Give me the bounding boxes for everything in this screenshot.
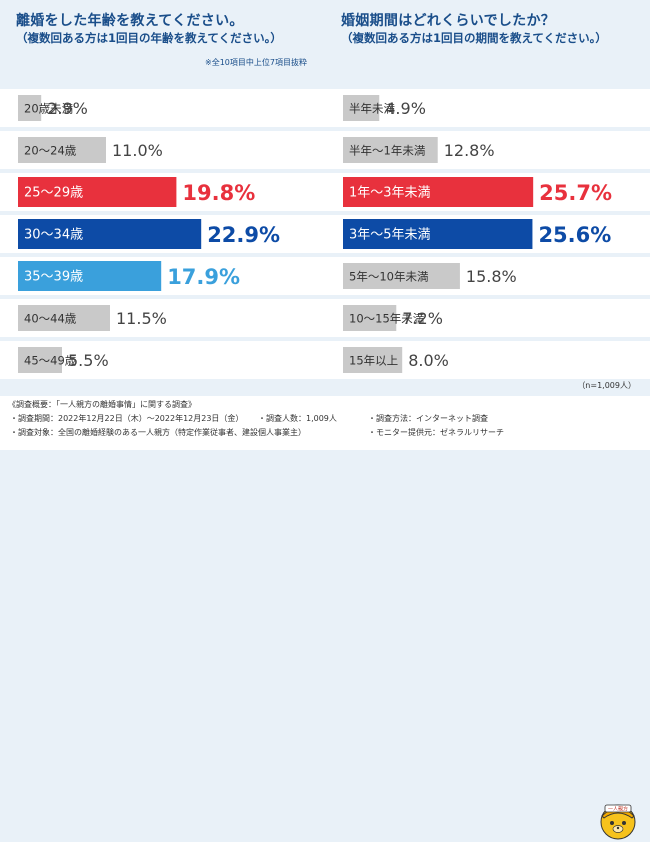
survey-target: ・調査対象：全国の離婚経験のある一人親方（特定作業従事者、建設個人事業主） bbox=[10, 428, 306, 437]
category-label: 半年〜1年未満 bbox=[349, 144, 425, 158]
right-chart-subtitle: （複数回ある方は1回目の期間を教えてください。） bbox=[341, 31, 607, 45]
bar-1 bbox=[343, 137, 438, 163]
value-label: 5.5% bbox=[68, 351, 109, 370]
bar-5 bbox=[343, 305, 397, 331]
bar-2 bbox=[18, 177, 177, 207]
category-label: 20歳未満 bbox=[24, 102, 73, 116]
right-chart-panel: 半年未満 4.9% 半年〜1年未満 12.8% 1年〜3年未満 25.7% 3年〜5年未満 2… bbox=[325, 0, 650, 396]
category-label: 5年〜10年未満 bbox=[349, 270, 428, 284]
category-label: 25〜29歳 bbox=[24, 186, 83, 201]
category-label: 20〜24歳 bbox=[24, 144, 77, 158]
value-label: 12.8% bbox=[444, 141, 495, 160]
value-label: 25.7% bbox=[539, 181, 612, 205]
survey-period: ・調査期間：2022年12月22日（木）〜2022年12月23日（金） bbox=[10, 414, 244, 423]
value-label: 17.9% bbox=[167, 265, 240, 289]
value-label: 22.9% bbox=[207, 223, 280, 247]
bar-0 bbox=[343, 95, 380, 121]
category-label: 15年以上 bbox=[349, 354, 398, 368]
bar-4 bbox=[343, 263, 460, 289]
category-label: 30〜34歳 bbox=[24, 228, 83, 243]
value-label: 8.0% bbox=[408, 351, 449, 370]
category-label: 3年〜5年未満 bbox=[349, 228, 431, 243]
mascot-logo: 一人親方 bbox=[600, 804, 636, 840]
value-label: 15.8% bbox=[466, 267, 517, 286]
value-label: 2.9% bbox=[47, 99, 88, 118]
category-label: 35〜39歳 bbox=[24, 270, 83, 285]
left-chart-note: ※全10項目中上位7項目抜粋 bbox=[205, 58, 307, 67]
right-chart-title: 婚姻期間はどれくらいでしたか？ bbox=[341, 13, 556, 29]
value-label: 11.5% bbox=[116, 309, 167, 328]
category-label: 45〜49歳 bbox=[24, 354, 77, 368]
survey-provider: ・モニター提供元：ゼネラルリサーチ bbox=[368, 428, 504, 437]
bar-3 bbox=[343, 219, 533, 249]
row-band bbox=[0, 89, 325, 127]
value-label: 11.0% bbox=[112, 141, 163, 160]
bar-5 bbox=[18, 305, 110, 331]
survey-method: ・調査方法：インターネット調査 bbox=[368, 414, 488, 423]
bar-6 bbox=[343, 347, 403, 373]
left-chart-subtitle: （複数回ある方は1回目の年齢を教えてください。） bbox=[16, 31, 282, 45]
survey-footer: 《調査概要：「一人親方の離婚事情」に関する調査》 ・調査期間：2022年12月2… bbox=[0, 396, 650, 840]
bar-2 bbox=[343, 177, 534, 207]
bar-4 bbox=[18, 261, 162, 291]
sample-size-note: （n=1,009人） bbox=[577, 381, 636, 390]
survey-heading: 《調査概要：「一人親方の離婚事情」に関する調査》 bbox=[8, 400, 196, 409]
mascot-label: 一人親方 bbox=[608, 806, 628, 813]
bar-3 bbox=[18, 219, 202, 249]
value-label: 25.6% bbox=[538, 223, 611, 247]
value-label: 19.8% bbox=[182, 181, 255, 205]
left-chart-panel: 20歳未満 2.9% 20〜24歳 11.0% 25〜29歳 19.8% 30〜34歳 22.… bbox=[0, 0, 325, 396]
bar-0 bbox=[18, 95, 42, 121]
bar-1 bbox=[18, 137, 106, 163]
category-label: 1年〜3年未満 bbox=[349, 186, 431, 201]
bar-6 bbox=[18, 347, 62, 373]
category-label: 40〜44歳 bbox=[24, 312, 77, 326]
value-label: 4.9% bbox=[385, 99, 426, 118]
value-label: 7.2% bbox=[402, 309, 443, 328]
survey-count: ・調査人数：1,009人 bbox=[258, 414, 337, 423]
left-chart-title: 離婚をした年齢を教えてください。 bbox=[16, 13, 244, 29]
category-label: 半年未満 bbox=[349, 102, 395, 116]
category-label: 10〜15年未満 bbox=[349, 312, 424, 326]
